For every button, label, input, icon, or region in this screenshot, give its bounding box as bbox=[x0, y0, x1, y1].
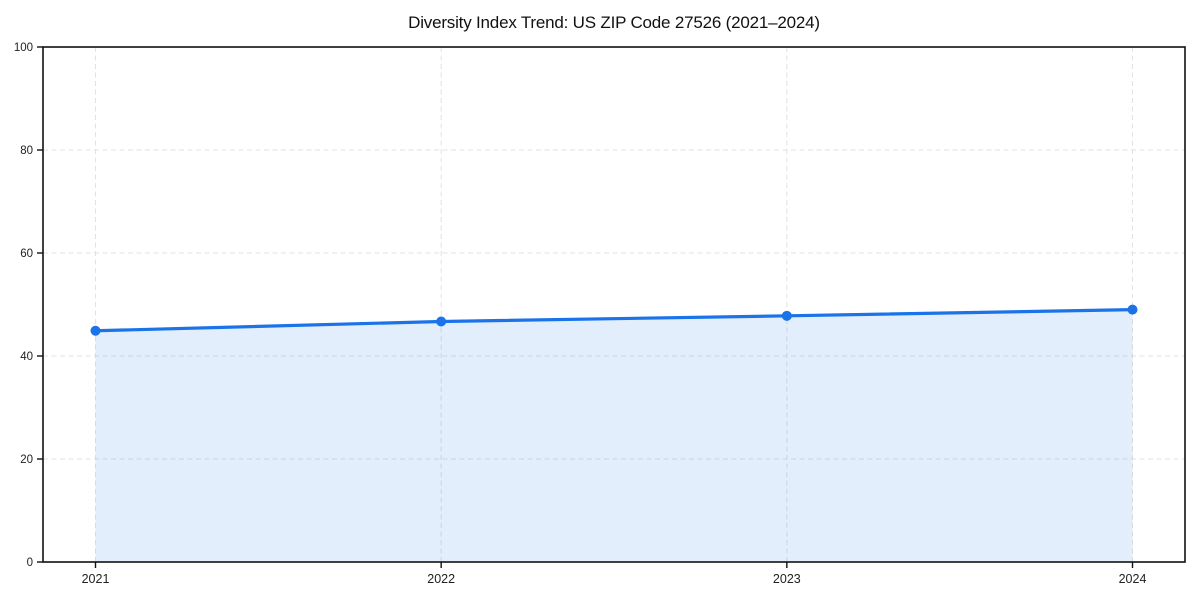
x-tick-label: 2024 bbox=[1119, 572, 1147, 586]
y-tick-label: 40 bbox=[20, 351, 33, 363]
data-point-2023 bbox=[781, 310, 792, 321]
y-tick-label: 60 bbox=[20, 248, 33, 260]
x-tick-label: 2023 bbox=[773, 572, 801, 586]
data-point-2024 bbox=[1127, 304, 1138, 315]
y-tick-label: 20 bbox=[20, 454, 33, 466]
trend-line bbox=[93, 308, 1135, 333]
y-tick-label: 0 bbox=[27, 557, 33, 569]
data-point-2022 bbox=[436, 316, 447, 327]
x-tick-label: 2021 bbox=[82, 572, 110, 586]
x-tick-label: 2022 bbox=[427, 572, 455, 586]
y-tick-label: 100 bbox=[14, 42, 33, 54]
chart-title: Diversity Index Trend: US ZIP Code 27526… bbox=[408, 13, 820, 32]
y-axis: 0 20 40 60 80 100 bbox=[14, 42, 43, 569]
x-axis: 2021 2022 2023 2024 bbox=[82, 562, 1147, 586]
plot-border bbox=[42, 46, 1186, 563]
data-point-2021 bbox=[90, 325, 101, 336]
y-tick-label: 80 bbox=[20, 145, 33, 157]
area-fill bbox=[95, 309, 1133, 562]
